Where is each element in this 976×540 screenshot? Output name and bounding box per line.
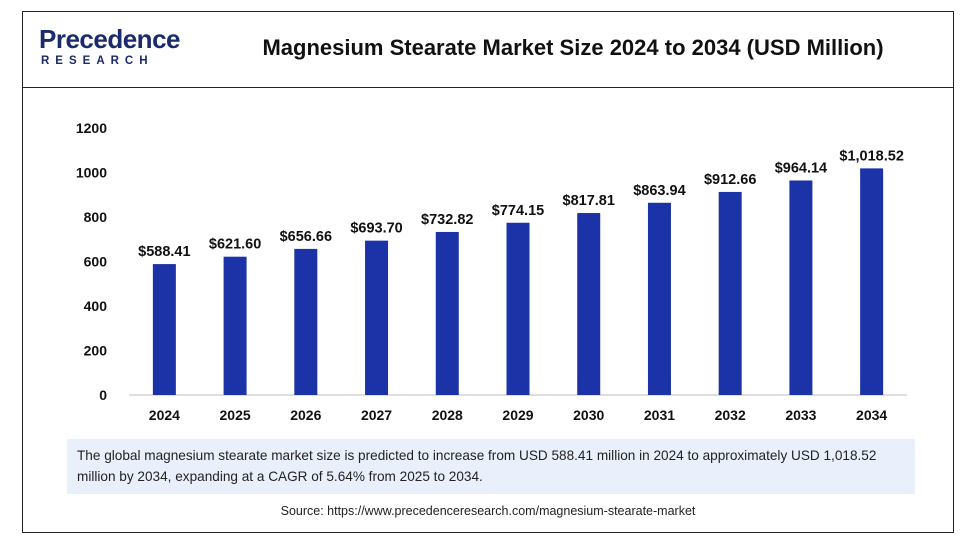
bar-value-label: $656.66 [280,229,332,245]
x-tick-label: 2029 [502,407,533,423]
y-tick-label: 1000 [76,165,107,181]
bar [365,240,389,395]
y-tick-label: 200 [84,343,108,359]
bar [577,213,601,395]
header: Precedence RESEARCH Magnesium Stearate M… [23,12,953,88]
x-tick-label: 2024 [149,407,180,423]
x-tick-label: 2027 [361,407,392,423]
x-tick-label: 2031 [644,407,675,423]
x-tick-label: 2030 [573,407,604,423]
source-text: Source: https://www.precedenceresearch.c… [280,504,696,518]
chart-title: Magnesium Stearate Market Size 2024 to 2… [262,35,884,60]
bar [223,256,247,395]
bar [860,168,884,395]
bar-value-label: $912.66 [704,172,756,188]
bar-value-label: $621.60 [209,237,261,253]
brand-subtitle: RESEARCH [41,55,154,67]
bar-chart: 0 200 400 600 800 1000 1200 $588.41 2024 $621.60 2… [76,120,907,423]
x-tick-label: 2025 [220,407,251,423]
brand-logo: Precedence RESEARCH [39,24,180,76]
bar [789,180,813,395]
bar-value-label: $693.70 [350,221,402,237]
bar-value-label: $732.82 [421,212,473,228]
bar [647,202,671,395]
y-tick-label: 0 [99,387,107,403]
y-tick-label: 1200 [76,120,107,136]
bar [435,231,459,395]
bar [506,222,530,395]
bar-value-label: $774.15 [492,203,544,219]
chart-frame: Precedence RESEARCH Magnesium Stearate M… [22,11,954,533]
summary-text: The global magnesium stearate market siz… [67,439,915,494]
x-tick-label: 2033 [785,407,816,423]
x-tick-label: 2026 [290,407,321,423]
y-tick-label: 800 [84,209,108,225]
bar-value-label: $817.81 [563,193,615,209]
x-tick-label: 2034 [856,407,887,423]
bar-value-label: $1,018.52 [839,148,904,164]
bar [718,191,742,395]
y-tick-label: 600 [84,254,108,270]
x-tick-label: 2032 [715,407,746,423]
bar [294,248,318,395]
y-tick-label: 400 [84,298,108,314]
bar-value-label: $863.94 [633,183,685,199]
x-tick-label: 2028 [432,407,463,423]
bar-value-label: $588.41 [138,244,190,260]
bar [152,264,176,395]
brand-name: Precedence [39,24,180,54]
bar-value-label: $964.14 [775,160,827,176]
